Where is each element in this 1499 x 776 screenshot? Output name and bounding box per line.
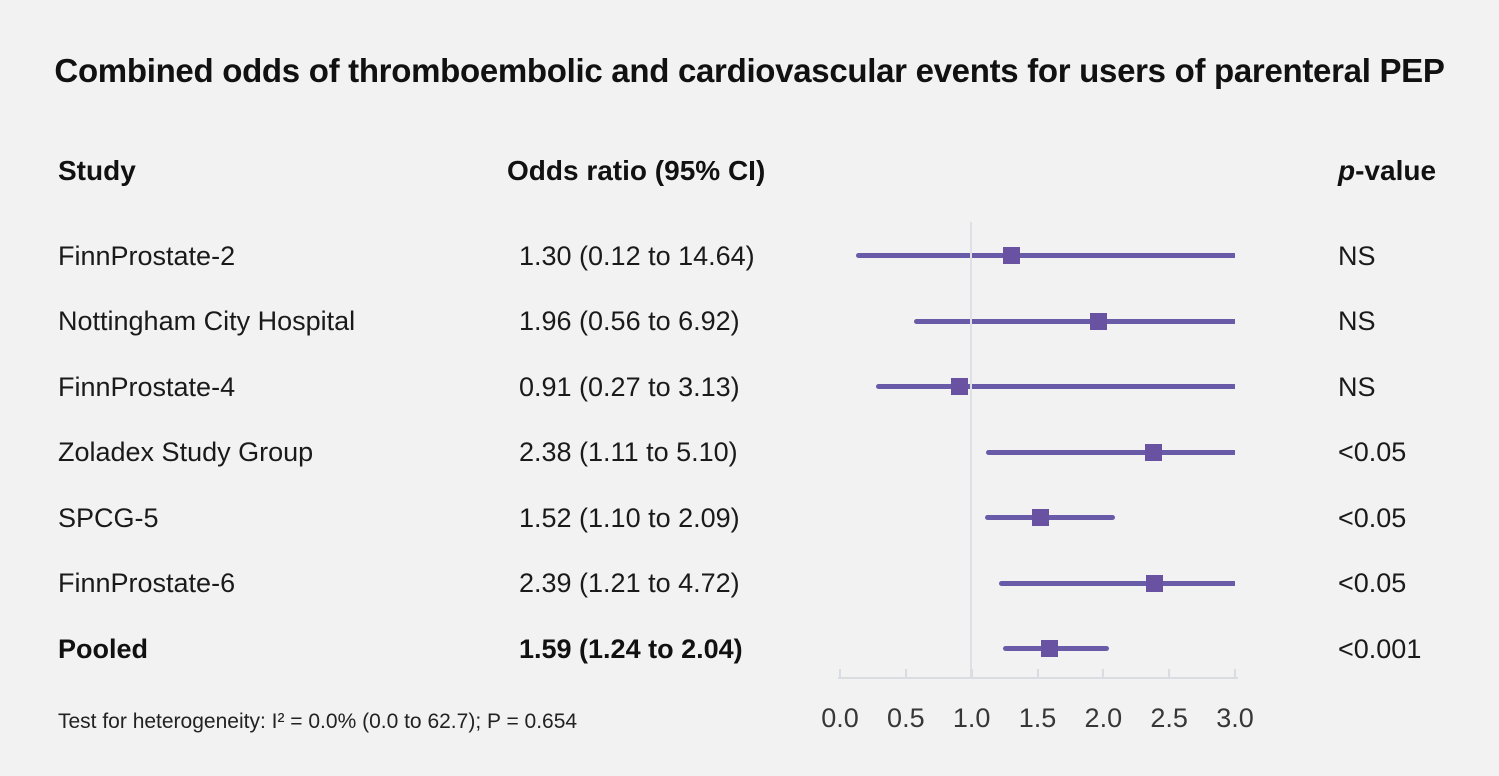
- x-axis-tick-label: 0.5: [887, 703, 925, 733]
- or-marker: [1040, 640, 1058, 657]
- x-axis-tick: [1102, 669, 1105, 677]
- study-name: SPCG-5: [58, 502, 159, 533]
- x-axis-tick-label: 1.5: [1018, 703, 1057, 733]
- odds-ratio-value: 1.52 (1.10 to 2.09): [519, 502, 740, 533]
- p-value: NS: [1338, 371, 1376, 402]
- ci-line: [984, 515, 1116, 520]
- x-axis-tick-label: 0.0: [821, 703, 859, 733]
- x-axis-tick: [1036, 669, 1039, 677]
- x-axis-tick: [970, 669, 973, 677]
- ci-line: [986, 449, 1235, 455]
- or-marker: [1002, 247, 1020, 264]
- p-value-header-italic-p: p: [1338, 155, 1356, 186]
- reference-line-or-1: [970, 222, 972, 678]
- column-header-study: Study: [58, 155, 136, 186]
- study-name: FinnProstate-6: [58, 568, 236, 598]
- odds-ratio-value: 0.91 (0.27 to 3.13): [519, 371, 740, 402]
- x-axis-tick: [1234, 669, 1236, 677]
- x-axis-tick-label: 3.0: [1216, 703, 1254, 733]
- study-name: FinnProstate-4: [58, 371, 236, 402]
- column-header-odds-ratio: Odds ratio (95% CI): [507, 155, 766, 186]
- p-value: <0.05: [1338, 437, 1407, 467]
- p-value: <0.05: [1338, 502, 1407, 533]
- x-axis-tick-label: 2.0: [1084, 703, 1123, 733]
- or-marker: [1146, 574, 1164, 592]
- study-name: Zoladex Study Group: [58, 437, 314, 467]
- odds-ratio-value: 1.30 (0.12 to 14.64): [519, 240, 755, 271]
- or-marker: [1089, 312, 1107, 330]
- x-axis-tick-label: 1.0: [952, 703, 991, 733]
- p-value: NS: [1338, 306, 1376, 336]
- p-value: <0.001: [1338, 633, 1422, 664]
- ci-line: [855, 253, 1235, 258]
- or-marker: [1031, 509, 1049, 526]
- x-axis-tick: [904, 669, 907, 677]
- odds-ratio-value: 2.38 (1.11 to 5.10): [519, 437, 738, 467]
- p-value: <0.05: [1338, 568, 1407, 598]
- or-marker: [951, 378, 969, 395]
- heterogeneity-note: Test for heterogeneity: I² = 0.0% (0.0 t…: [58, 710, 578, 733]
- ci-line: [913, 318, 1235, 324]
- x-axis-line: [838, 677, 1238, 679]
- x-axis-tick-label: 2.5: [1150, 703, 1188, 733]
- odds-ratio-value: 2.39 (1.21 to 4.72): [519, 568, 740, 598]
- column-header-p-value: p-value: [1338, 154, 1436, 188]
- p-value-header-rest: -value: [1355, 155, 1437, 186]
- study-name: Nottingham City Hospital: [58, 306, 356, 336]
- x-axis-tick: [1168, 669, 1171, 677]
- chart-title: Combined odds of thromboembolic and card…: [54, 52, 1445, 89]
- or-marker: [1144, 443, 1162, 461]
- p-value: NS: [1338, 240, 1376, 271]
- x-axis-tick: [839, 669, 841, 677]
- study-name: FinnProstate-2: [58, 240, 236, 271]
- odds-ratio-value: 1.96 (0.56 to 6.92): [519, 306, 740, 336]
- ci-line: [875, 384, 1235, 389]
- odds-ratio-value: 1.59 (1.24 to 2.04): [519, 633, 743, 664]
- ci-line: [999, 580, 1235, 586]
- study-name: Pooled: [58, 633, 149, 664]
